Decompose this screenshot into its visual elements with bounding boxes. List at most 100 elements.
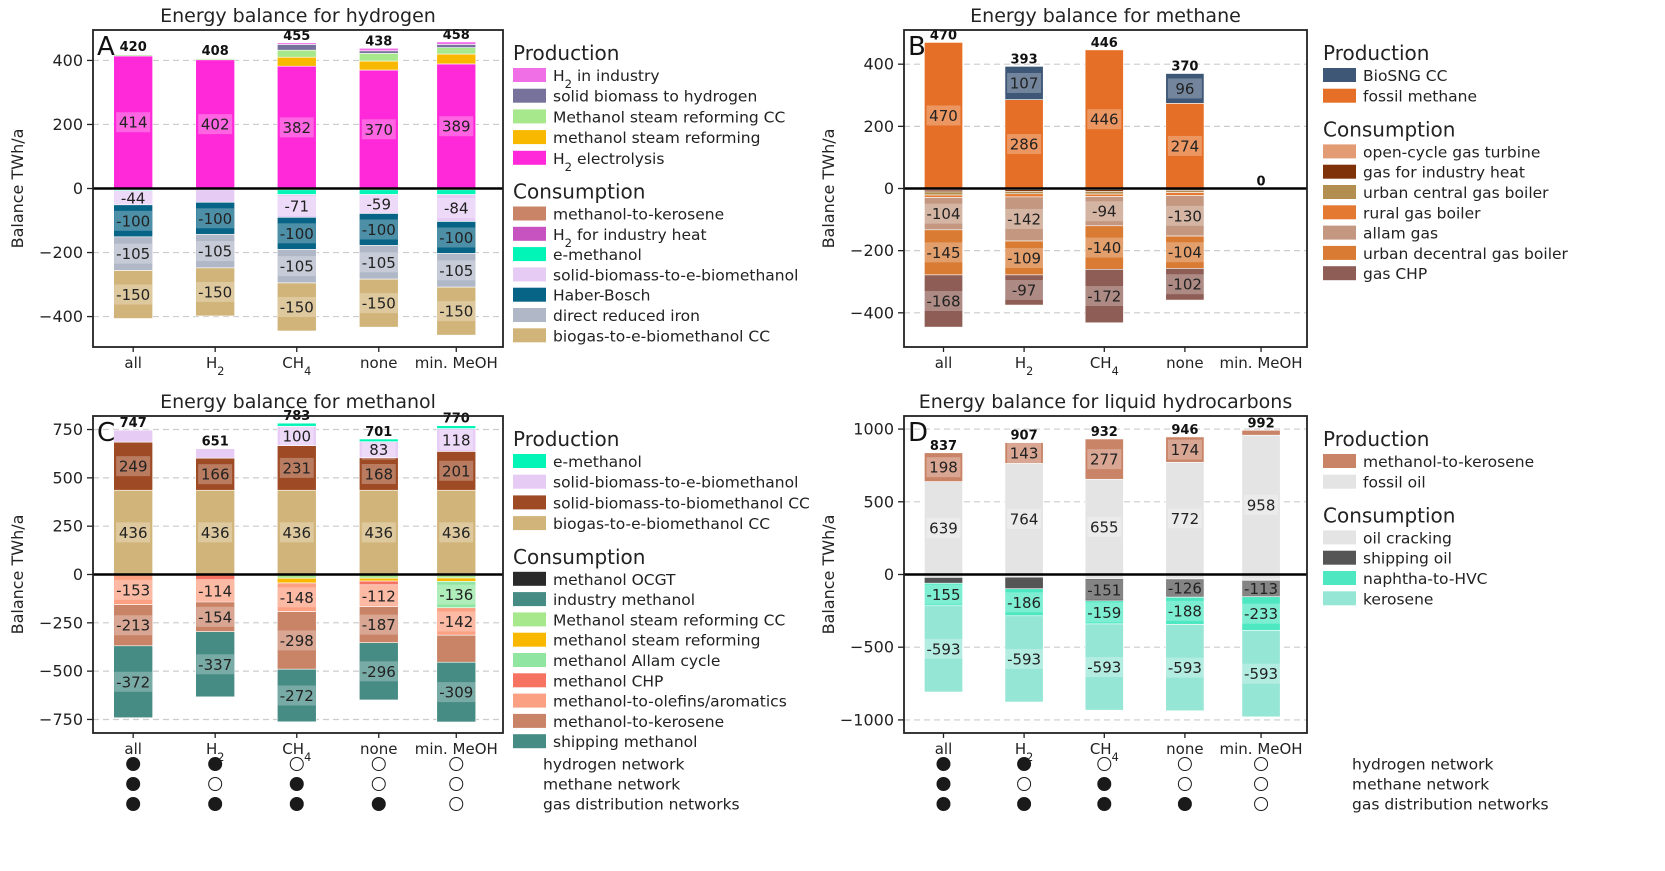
- bar-kerosene: [1165, 624, 1205, 712]
- total-label: 932: [1091, 425, 1118, 440]
- value-label: -104: [926, 205, 960, 223]
- bar-fossil-oil: [1004, 463, 1044, 575]
- bar-gas-chp: [1084, 269, 1124, 324]
- value-label-backdrop: [277, 587, 316, 608]
- total-label: 701: [365, 425, 392, 440]
- value-label-backdrop: [114, 615, 153, 636]
- value-label: -593: [1087, 659, 1121, 677]
- value-label: 772: [1171, 510, 1200, 528]
- panel-c-methanol: Energy balance for methanol 436 249 -153 -21…: [8, 391, 810, 764]
- value-label: 274: [1171, 137, 1200, 155]
- legend-item: methanol-to-kerosene: [1363, 453, 1534, 471]
- value-label: -126: [1168, 580, 1202, 598]
- legend-swatch-methanol-ocgt: [513, 571, 546, 586]
- legend-item: e-methanol: [553, 453, 642, 471]
- total-label: 770: [443, 412, 470, 427]
- network-active-dot: [936, 757, 951, 771]
- legend-swatch-methanol-to-kerosene: [513, 206, 546, 221]
- bar-methanol-allam-cycle: [436, 581, 477, 609]
- network-active-dot: [1177, 797, 1192, 811]
- legend-item: methanol-to-olefins/aromatics: [553, 693, 787, 711]
- bar-biogas-to-e-biomethanol-cc: [358, 489, 399, 575]
- legend: Production e-methanol solid-biomass-to-e-b…: [513, 427, 810, 751]
- bar-direct-reduced-iron: [276, 249, 317, 284]
- bar-kerosene: [924, 605, 963, 693]
- bar-fossil-methane: [1165, 103, 1205, 189]
- value-label: 231: [282, 459, 311, 477]
- bar-rural-gas-boiler: [1084, 193, 1124, 197]
- y-axis-label: Balance TWh/a: [8, 129, 27, 249]
- y-tick-label: 0: [884, 565, 894, 584]
- y-tick-label: 1000: [853, 420, 894, 439]
- value-label-backdrop: [279, 117, 314, 138]
- legend-item: urban decentral gas boiler: [1363, 245, 1569, 263]
- network-inactive-dot: [449, 797, 464, 811]
- value-label-backdrop: [1165, 578, 1204, 599]
- value-label: -187: [362, 616, 396, 634]
- legend-swatch-haber-bosch: [513, 287, 546, 302]
- value-label: 166: [201, 466, 230, 484]
- bar-fossil-methane: [924, 42, 963, 189]
- value-label: -100: [362, 221, 396, 239]
- value-label-backdrop: [1242, 578, 1281, 599]
- network-inactive-dot: [208, 777, 223, 791]
- total-label: 455: [283, 29, 310, 44]
- value-label: 83: [369, 441, 388, 459]
- value-label-backdrop: [1165, 205, 1204, 226]
- value-label: 436: [442, 524, 471, 542]
- bar-solid-biomass-to-e-biomethanol: [195, 448, 235, 459]
- x-tick-label: none: [360, 740, 397, 758]
- bar-h2-in-industry: [113, 53, 153, 55]
- network-inactive-dot: [1177, 777, 1192, 791]
- legend-item: naphtha-to-HVC: [1363, 570, 1488, 588]
- total-label: 0: [1257, 175, 1266, 190]
- legend-swatch-methanol-steam-reforming-cc: [513, 109, 546, 124]
- value-label-backdrop: [924, 584, 963, 605]
- value-label-backdrop: [114, 210, 153, 231]
- legend-swatch-open-cycle-gas-turbine: [1323, 144, 1356, 159]
- value-label-backdrop: [196, 241, 235, 262]
- value-label-backdrop: [359, 585, 398, 606]
- value-label-backdrop: [277, 685, 316, 706]
- panel-a-hydrogen: Energy balance for hydrogen 414 -44 -100 -10…: [8, 5, 798, 378]
- legend-header-production: Production: [1323, 41, 1429, 65]
- value-label-backdrop: [439, 116, 474, 137]
- legend-swatch-gas-for-industry-heat: [1323, 164, 1356, 179]
- bar-h2-in-industry: [276, 42, 317, 45]
- value-label: -154: [198, 608, 232, 626]
- value-label-backdrop: [1007, 72, 1042, 93]
- bar-haber-bosch: [195, 201, 235, 235]
- value-label: 382: [282, 119, 311, 137]
- x-tick-label: none: [1166, 740, 1203, 758]
- value-label-backdrop: [114, 284, 153, 305]
- bar-haber-bosch: [113, 204, 153, 238]
- value-label: 96: [1175, 80, 1194, 98]
- bar-methanol-chp: [195, 574, 235, 581]
- value-label: 201: [442, 462, 471, 480]
- value-label: -593: [926, 640, 960, 658]
- bar-h2-in-industry: [358, 47, 399, 52]
- legend-item: open-cycle gas turbine: [1363, 143, 1540, 161]
- value-label: -593: [1168, 659, 1202, 677]
- legend-item: methanol-to-kerosene: [553, 713, 724, 731]
- legend-swatch-urban-decentral-gas-boiler: [1323, 245, 1356, 260]
- value-label-backdrop: [1085, 657, 1124, 678]
- value-label-backdrop: [926, 518, 961, 539]
- value-label-backdrop: [359, 219, 398, 240]
- bar-biosng-cc: [1165, 73, 1205, 104]
- bar-rural-gas-boiler: [1004, 193, 1044, 198]
- value-label-backdrop: [1244, 494, 1279, 515]
- value-label-backdrop: [359, 194, 398, 215]
- value-label: -105: [280, 258, 314, 276]
- value-label-backdrop: [924, 291, 963, 312]
- legend-item: methanol CHP: [553, 672, 663, 690]
- legend-swatch-methanol-steam-reforming: [513, 130, 546, 145]
- bar-kerosene: [1004, 615, 1044, 703]
- bar-fossil-oil: [1165, 461, 1205, 575]
- x-tick-label: none: [360, 354, 397, 372]
- legend-item: shipping oil: [1363, 550, 1452, 568]
- value-label: -298: [280, 632, 314, 650]
- legend-item: allam gas: [1363, 225, 1438, 243]
- value-label-backdrop: [437, 611, 476, 632]
- legend-item: BioSNG CC: [1363, 67, 1447, 85]
